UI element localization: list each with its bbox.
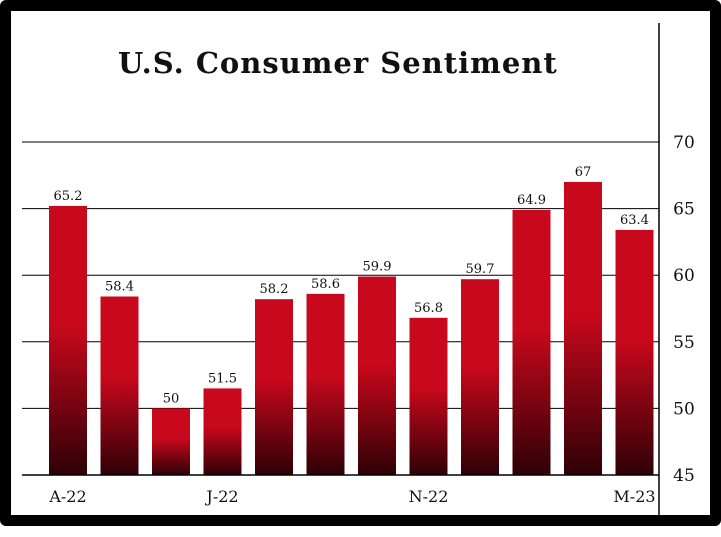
value-label-3: 51.5 [208,371,237,386]
value-label-7: 56.8 [414,301,443,316]
y-tick-label-55: 55 [673,333,695,353]
value-label-10: 67 [575,165,592,180]
bar-9 [512,209,551,475]
value-label-0: 65.2 [54,189,83,204]
y-tick-label-45: 45 [673,466,695,486]
y-tick-label-60: 60 [673,266,695,286]
chart-title: U.S. Consumer Sentiment [118,46,558,80]
x-tick-label-a-22: A-22 [48,487,86,506]
value-label-6: 59.9 [363,260,392,275]
bar-11 [615,229,654,475]
bar-1 [100,296,139,475]
bar-4 [255,299,293,475]
value-label-9: 64.9 [517,193,546,208]
bar-3 [203,388,242,475]
chart-frame: U.S. Consumer Sentiment 65.2 58.4 50 51.5 58… [0,0,721,526]
bar-0 [49,205,87,475]
value-label-2: 50 [163,391,180,406]
x-tick-label-n-22: N-22 [409,487,449,506]
bar-10 [564,181,602,475]
bar-8 [461,279,499,475]
value-label-8: 59.7 [466,262,495,277]
y-tick-label-50: 50 [673,399,695,419]
x-tick-label-m-23: M-23 [613,487,655,506]
y-tick-label-70: 70 [673,133,695,153]
bar-5 [306,293,345,475]
value-label-11: 63.4 [620,213,649,228]
bar-6 [358,276,396,475]
value-label-5: 58.6 [311,277,340,292]
bar-2 [152,408,190,475]
value-label-1: 58.4 [105,280,134,295]
y-tick-label-65: 65 [673,200,695,220]
bar-7 [409,317,448,475]
value-label-4: 58.2 [260,282,289,297]
consumer-sentiment-chart: U.S. Consumer Sentiment 65.2 58.4 50 51.5 58… [22,23,695,526]
x-tick-label-j-22: J-22 [204,487,238,506]
